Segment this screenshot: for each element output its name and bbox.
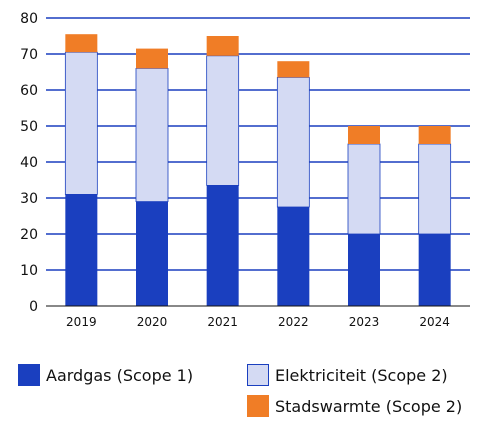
bar-segment-2020-series-2 [136,48,168,69]
x-tick-label-2023: 2023 [349,315,380,329]
bar-segment-2024-series-1 [418,143,452,235]
bar-segment-2021-series-2 [206,36,239,56]
y-tick-label: 40 [20,155,38,171]
legend-swatch-aardgas [18,364,40,386]
legend-swatch-stadswarmte [247,395,269,417]
bar-segment-2024-series-0 [418,234,451,306]
x-tick-label-2021: 2021 [207,315,238,329]
bar-segment-2023-series-1 [347,143,381,235]
y-tick-label: 50 [20,119,38,135]
legend-swatch-elektriciteit [247,364,269,386]
x-tick-label-2024: 2024 [419,315,450,329]
y-tick-label: 80 [20,11,38,27]
bar-segment-2024-series-2 [418,126,451,144]
legend-label-elektriciteit: Elektriciteit (Scope 2) [275,365,448,385]
legend-label-stadswarmte: Stadswarmte (Scope 2) [275,396,463,416]
x-axis-ticks: 2019 2020 2021 2022 2023 2024 [66,315,450,329]
y-axis-ticks: 0 10 20 30 40 50 60 70 80 [20,11,38,315]
y-tick-label: 60 [20,83,38,99]
y-tick-label: 30 [20,191,38,207]
x-tick-label-2020: 2020 [137,315,168,329]
bar-segment-2021-series-1 [206,55,240,186]
legend-label-aardgas: Aardgas (Scope 1) [46,365,194,385]
bar-segment-2020-series-1 [135,68,169,202]
legend-item-aardgas: Aardgas (Scope 1) [18,364,193,386]
legend-item-elektriciteit: Elektriciteit (Scope 2) [247,364,448,386]
grid-lines [46,17,470,271]
bar-segment-2020-series-0 [136,201,168,306]
bar-segment-2023-series-0 [348,234,380,306]
bar-segment-2019-series-1 [64,51,98,195]
bar-segment-2022-series-0 [277,207,310,306]
y-tick-label: 70 [20,47,38,63]
x-tick-label-2022: 2022 [278,315,309,329]
bar-segment-2019-series-2 [65,34,98,53]
bar-segment-2022-series-2 [277,61,310,78]
legend-item-stadswarmte: Stadswarmte (Scope 2) [247,395,462,417]
bar-segment-2022-series-1 [276,77,310,208]
bar-segment-2019-series-0 [65,194,98,306]
y-tick-label: 20 [20,227,38,243]
bars [64,34,452,306]
bar-segment-2023-series-2 [348,126,380,144]
y-tick-label: 0 [29,299,38,315]
bar-segment-2021-series-0 [206,185,239,306]
x-tick-label-2019: 2019 [66,315,97,329]
y-tick-label: 10 [20,263,38,279]
